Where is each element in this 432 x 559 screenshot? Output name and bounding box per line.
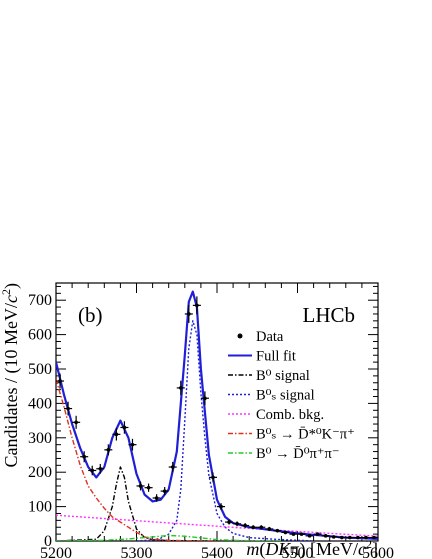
data-point	[106, 448, 111, 452]
legend-label: B⁰ signal	[256, 368, 310, 384]
data-point	[178, 386, 183, 390]
data-point	[364, 535, 368, 540]
data-point	[323, 534, 328, 538]
data-point	[331, 535, 336, 539]
series-line	[56, 514, 378, 537]
data-point	[195, 303, 199, 308]
series-line	[56, 466, 218, 541]
data-point	[235, 522, 239, 526]
y-tick-label: 100	[28, 499, 52, 516]
data-point	[203, 396, 207, 401]
data-point	[227, 520, 231, 524]
data-point	[348, 535, 352, 540]
y-tick-label: 500	[28, 361, 52, 378]
series-line	[56, 290, 378, 540]
data-point	[251, 525, 256, 530]
data-point	[66, 406, 70, 411]
series-line	[136, 320, 314, 541]
data-point	[315, 532, 320, 536]
data-point	[130, 442, 135, 447]
data-point	[283, 530, 288, 535]
x-tick-label: 5600	[362, 545, 394, 559]
y-tick-label: 0	[44, 533, 52, 550]
x-axis-label: m(DKπ) [MeV/c2]	[246, 537, 378, 559]
legend-label: B⁰ₛ → D̄*⁰K⁻π⁺	[256, 427, 355, 443]
data-points	[56, 296, 378, 540]
series-line	[56, 379, 218, 541]
data-point	[138, 484, 143, 488]
x-tick-label: 5200	[40, 545, 72, 559]
y-tick-label: 700	[28, 292, 52, 309]
x-tick-label: 5500	[282, 545, 314, 559]
data-point	[122, 425, 127, 430]
legend-label: Comb. bkg.	[256, 407, 324, 423]
data-point	[339, 535, 344, 540]
lhcb-watermark: LHCb	[303, 303, 356, 327]
legend: Data Full fit B⁰ signal B⁰ₛ signal Comb. bkg…	[228, 329, 355, 462]
data-point	[307, 534, 312, 538]
y-tick-label: 600	[28, 327, 52, 344]
y-tick-label: 400	[28, 395, 52, 412]
data-point	[243, 523, 247, 528]
legend-label: Data	[256, 329, 284, 345]
panel-label: (b)	[78, 303, 103, 327]
y-tick-label: 300	[28, 430, 52, 447]
data-point	[211, 475, 215, 480]
data-point	[98, 466, 103, 471]
x-tick-label: 5300	[121, 545, 153, 559]
data-point	[372, 535, 376, 540]
legend-label: B⁰ → D̄⁰π⁺π⁻	[256, 446, 339, 462]
data-point	[82, 454, 86, 459]
data-point	[187, 312, 191, 316]
data-point	[299, 532, 304, 536]
fit-curves	[56, 290, 378, 541]
data-point	[74, 420, 78, 425]
x-tick-label: 5400	[201, 545, 233, 559]
data-point	[154, 496, 159, 500]
data-point	[90, 468, 95, 473]
data-point	[219, 504, 223, 509]
data-point	[275, 528, 280, 533]
data-point	[170, 465, 175, 469]
legend-label: B⁰ₛ signal	[256, 388, 315, 404]
y-tick-label: 200	[28, 464, 52, 481]
data-point	[291, 532, 296, 536]
legend-label: Full fit	[256, 349, 296, 365]
data-point	[267, 527, 272, 531]
data-point	[356, 535, 360, 540]
series-line	[56, 534, 282, 541]
data-point	[259, 525, 264, 530]
data-point	[162, 489, 167, 493]
data-point	[58, 379, 62, 383]
data-point	[146, 485, 151, 490]
data-point	[114, 432, 119, 437]
y-axis-label: Candidates / (10 MeV/c2)	[0, 283, 22, 467]
legend-marker	[237, 333, 243, 339]
